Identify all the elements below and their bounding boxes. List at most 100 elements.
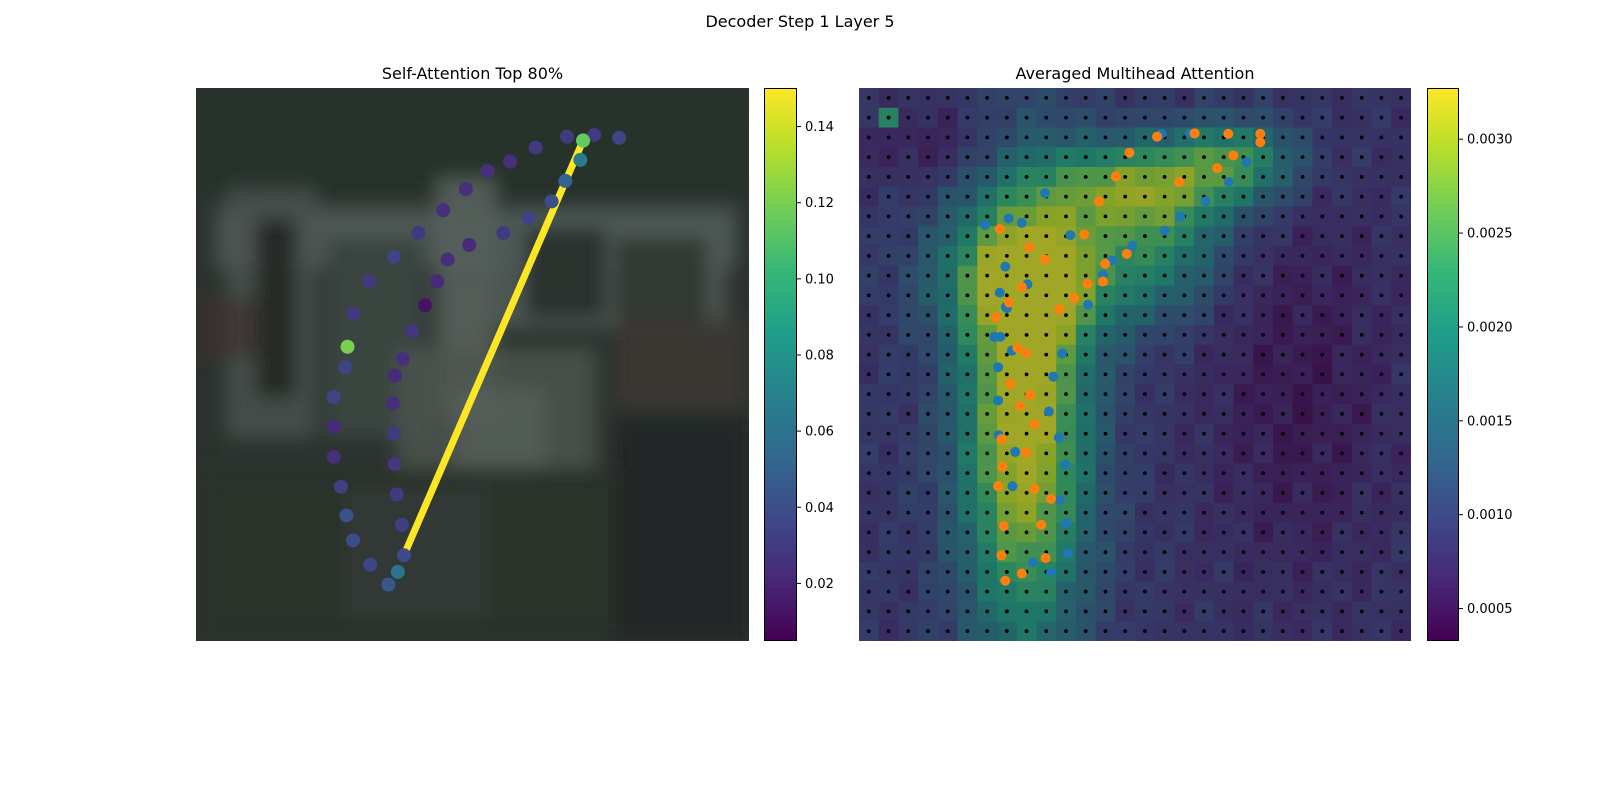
grid-dot [1300,313,1305,318]
grid-dot [926,629,930,634]
grid-dot [1320,569,1325,574]
grid-dot [985,194,990,199]
grid-dot [1300,174,1305,179]
series-point [1069,293,1080,304]
grid-dot [945,352,950,357]
grid-dot [1320,194,1325,199]
grid-dot [1044,293,1049,298]
grid-dot [1024,411,1029,416]
grid-dot [906,510,911,515]
grid-dot [1261,609,1266,614]
grid-dot [965,135,970,140]
grid-dot [1340,135,1344,140]
grid-dot [1340,609,1344,614]
grid-dot [1103,392,1108,397]
grid-dot [1340,273,1344,278]
grid-dot [1359,629,1364,634]
attention-point [388,368,403,383]
grid-dot [1044,273,1049,278]
grid-dot [1083,629,1088,634]
grid-dot [1182,629,1187,634]
grid-dot [1083,194,1088,199]
grid-dot [926,451,930,456]
grid-dot [945,115,950,120]
grid-dot [1399,194,1404,199]
grid-dot [985,629,990,634]
series-point [993,395,1004,406]
grid-dot [1340,490,1344,495]
grid-dot [1300,451,1305,456]
attention-point [573,152,588,167]
grid-dot [886,253,891,258]
grid-dot [1103,372,1108,377]
grid-dot [1379,214,1384,219]
grid-dot [1123,194,1128,199]
grid-dot [1221,234,1226,239]
grid-dot [1320,95,1325,100]
series-point [1012,342,1023,353]
grid-dot [1024,629,1029,634]
grid-dot [1379,135,1384,140]
grid-dot [866,273,871,278]
grid-dot [926,155,930,160]
attention-point [496,225,511,240]
grid-dot [906,174,911,179]
grid-dot [1300,115,1305,120]
grid-dot [1241,214,1246,219]
grid-dot [1320,451,1325,456]
grid-dot [1379,115,1384,120]
grid-dot [1359,234,1364,239]
grid-dot [1162,95,1167,100]
grid-dot [1359,372,1364,377]
grid-dot [1103,431,1108,436]
grid-dot [1123,629,1128,634]
grid-dot [1320,135,1325,140]
series-point [1212,163,1223,174]
grid-dot [1359,411,1364,416]
grid-dot [1280,392,1285,397]
grid-dot [1083,273,1088,278]
attention-point [387,457,402,472]
grid-dot [1123,135,1128,140]
grid-dot [1064,411,1068,416]
grid-dot [1399,530,1404,535]
grid-dot [945,174,950,179]
grid-dot [1399,352,1404,357]
grid-dot [886,550,891,555]
grid-dot [1320,490,1325,495]
series-point [1097,276,1108,287]
grid-dot [1024,135,1029,140]
series-point [998,520,1009,531]
grid-dot [1182,332,1187,337]
grid-dot [1359,589,1364,594]
grid-dot [1221,490,1226,495]
grid-dot [1359,253,1364,258]
grid-dot [1320,313,1325,318]
grid-dot [1399,510,1404,515]
grid-dot [1320,234,1325,239]
attention-point [386,249,401,264]
grid-dot [1261,313,1266,318]
grid-dot [906,135,911,140]
grid-dot [1162,214,1167,219]
grid-dot [1024,550,1029,555]
attention-point [411,225,426,240]
grid-dot [1261,293,1266,298]
series-point [1110,171,1121,182]
grid-dot [945,550,950,555]
grid-dot [866,471,871,476]
grid-dot [1261,155,1266,160]
grid-dot [985,332,990,337]
grid-dot [1399,411,1404,416]
grid-dot [1162,609,1167,614]
grid-dot [1123,214,1128,219]
attention-point [346,533,361,548]
grid-dot [926,609,930,614]
grid-dot [1241,115,1246,120]
grid-dot [1064,510,1068,515]
series-point [996,550,1007,561]
grid-dot [1399,174,1404,179]
grid-dot [1004,550,1009,555]
grid-dot [886,155,891,160]
grid-dot [1221,392,1226,397]
